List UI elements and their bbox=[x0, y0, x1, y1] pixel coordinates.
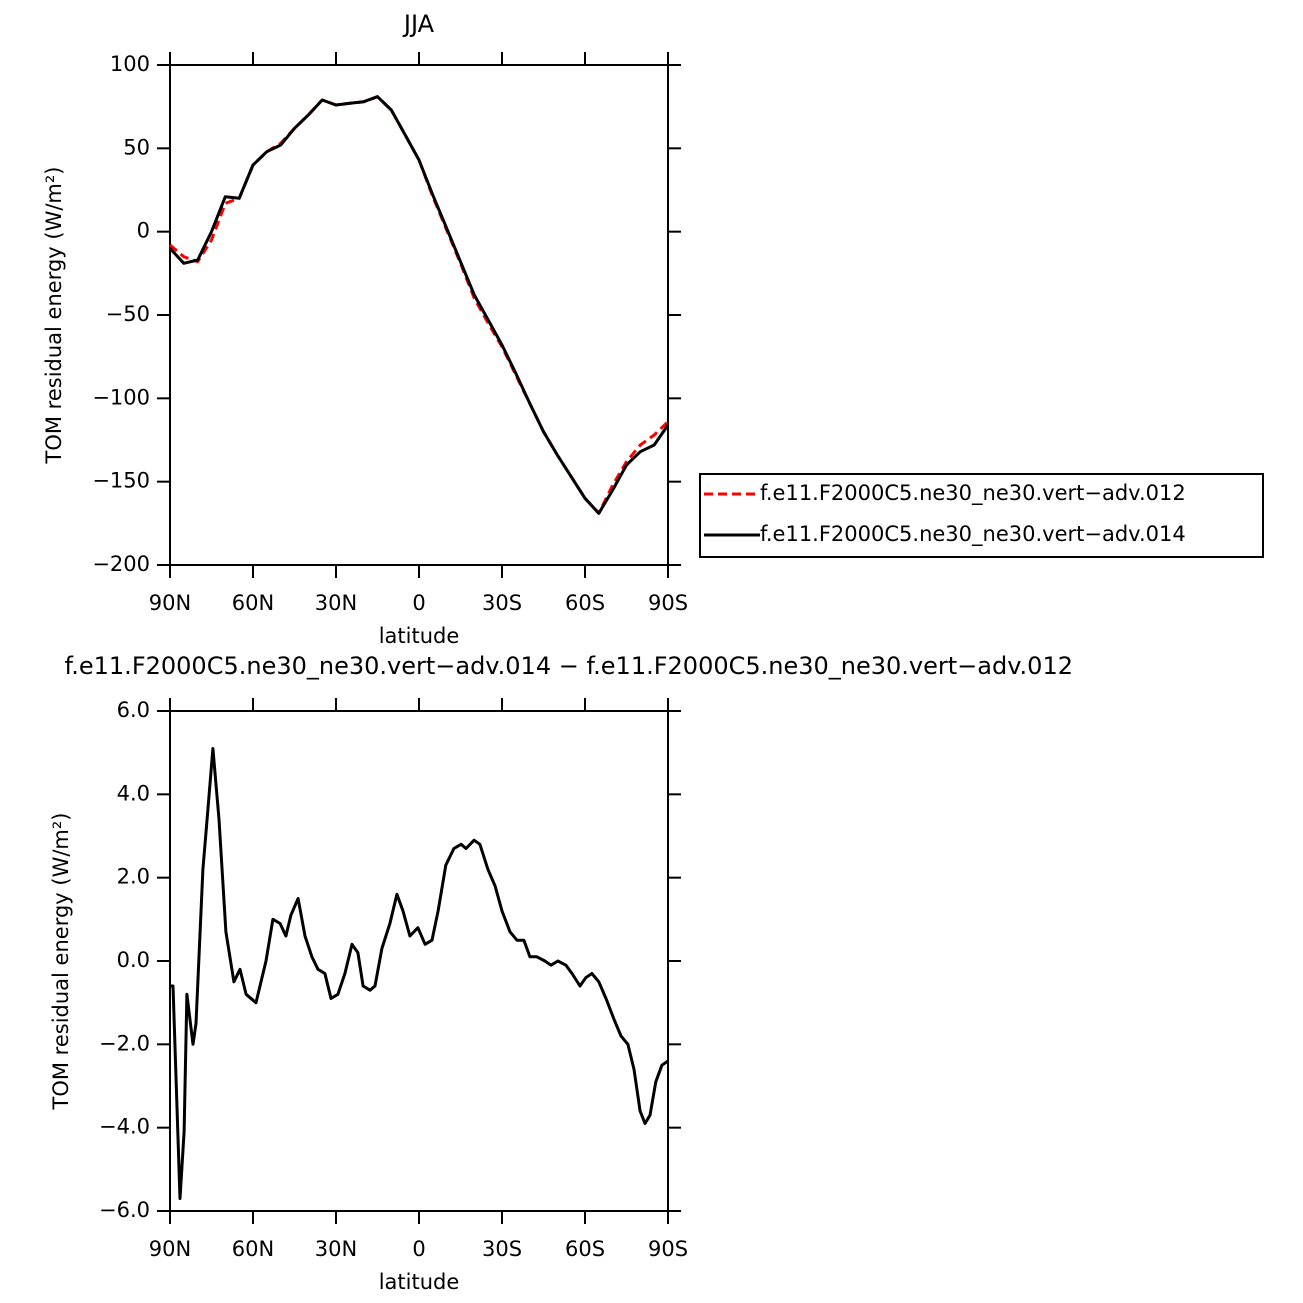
y-tick-label: −100 bbox=[92, 385, 150, 409]
x-tick-label: 30N bbox=[315, 591, 357, 615]
plot-frame bbox=[169, 710, 669, 1212]
x-tick-label: 90N bbox=[149, 591, 191, 615]
y-tick-label: −50 bbox=[106, 302, 150, 326]
x-tick-label: 30S bbox=[482, 1237, 522, 1261]
y-axis-label: TOM residual energy (W/m²) bbox=[42, 167, 66, 465]
y-tick-label: −6.0 bbox=[99, 1198, 150, 1222]
data-line bbox=[168, 95, 670, 515]
chart-title: JJA bbox=[402, 10, 435, 38]
y-tick-label: 100 bbox=[110, 52, 150, 76]
x-tick-label: 60N bbox=[232, 1237, 274, 1261]
y-tick-label: 4.0 bbox=[117, 781, 150, 805]
x-tick-label: 90N bbox=[149, 1237, 191, 1261]
y-axis-label: TOM residual energy (W/m²) bbox=[49, 813, 73, 1111]
x-tick-label: 30S bbox=[482, 591, 522, 615]
data-line bbox=[170, 747, 669, 1200]
x-tick-label: 60S bbox=[565, 1237, 605, 1261]
x-axis-label: latitude bbox=[379, 624, 460, 648]
x-tick-label: 60N bbox=[232, 591, 274, 615]
x-tick-label: 0 bbox=[412, 1237, 425, 1261]
legend-label: f.e11.F2000C5.ne30_ne30.vert−adv.012 bbox=[760, 481, 1186, 506]
legend-label: f.e11.F2000C5.ne30_ne30.vert−adv.014 bbox=[760, 522, 1186, 547]
y-tick-label: −200 bbox=[92, 552, 150, 576]
y-tick-label: −2.0 bbox=[99, 1031, 150, 1055]
y-tick-label: 50 bbox=[123, 135, 150, 159]
y-tick-label: 2.0 bbox=[117, 865, 150, 889]
x-tick-label: 0 bbox=[412, 591, 425, 615]
y-tick-label: 0 bbox=[137, 219, 150, 243]
x-tick-label: 30N bbox=[315, 1237, 357, 1261]
y-tick-label: 6.0 bbox=[117, 698, 150, 722]
x-tick-label: 60S bbox=[565, 591, 605, 615]
plot-frame bbox=[169, 64, 669, 566]
y-tick-label: 0.0 bbox=[117, 948, 150, 972]
y-tick-label: −150 bbox=[92, 469, 150, 493]
x-tick-label: 90S bbox=[648, 1237, 688, 1261]
legend-box bbox=[699, 473, 1264, 558]
chart-title: f.e11.F2000C5.ne30_ne30.vert−adv.014 − f… bbox=[65, 652, 1073, 680]
y-tick-label: −4.0 bbox=[99, 1115, 150, 1139]
x-tick-label: 90S bbox=[648, 591, 688, 615]
x-axis-label: latitude bbox=[379, 1270, 460, 1294]
